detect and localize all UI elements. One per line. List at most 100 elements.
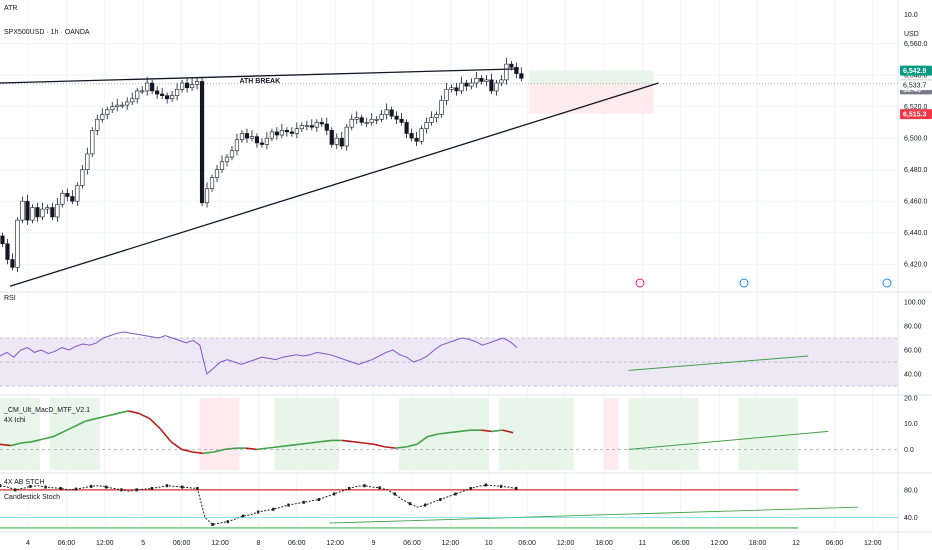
currency-label: USD bbox=[904, 31, 919, 38]
candle-body bbox=[209, 177, 215, 189]
candle-body bbox=[184, 82, 190, 89]
macd-segment bbox=[427, 433, 439, 438]
macd-segment bbox=[21, 440, 33, 444]
macd-bg-block bbox=[498, 398, 574, 470]
macd-segment bbox=[309, 440, 321, 444]
stoch-candle bbox=[423, 503, 427, 507]
candle-body bbox=[145, 82, 150, 92]
stoch-candle bbox=[256, 510, 260, 514]
candle-body bbox=[100, 114, 105, 120]
candle-body bbox=[165, 95, 170, 100]
candle-body bbox=[489, 79, 494, 92]
stoch-subtitle: Candlestick Stoch bbox=[4, 494, 60, 501]
stoch-candle bbox=[241, 514, 245, 518]
rsi-tick-label: 60.00 bbox=[904, 348, 922, 355]
price-trendline bbox=[9, 82, 659, 287]
time-tick-label: 8 bbox=[256, 540, 260, 547]
macd-segment bbox=[42, 435, 54, 440]
macd-segment bbox=[288, 443, 300, 447]
candle-body bbox=[484, 79, 489, 82]
time-tick-label: 18:00 bbox=[749, 540, 767, 547]
stoch-candle bbox=[13, 488, 17, 492]
time-tick-label: 12:00 bbox=[96, 540, 114, 547]
price-tick-label: 6,420.0 bbox=[904, 262, 927, 269]
candle-body bbox=[374, 118, 379, 121]
stoch-candle bbox=[408, 502, 412, 506]
time-tick-label: 12:00 bbox=[710, 540, 728, 547]
candle-body bbox=[70, 196, 75, 202]
candle-body bbox=[15, 219, 20, 268]
price-tag bbox=[900, 80, 932, 91]
macd-segment bbox=[352, 440, 364, 444]
macd-segment bbox=[31, 438, 43, 443]
candle-body bbox=[299, 125, 304, 130]
candle-body bbox=[509, 63, 514, 68]
stoch-candle bbox=[0, 484, 2, 488]
price-pane[interactable]: ATH BREAK bbox=[0, 57, 898, 288]
time-tick-label: 06:00 bbox=[672, 540, 690, 547]
candle-body bbox=[175, 89, 180, 96]
macd-segment bbox=[448, 430, 460, 434]
candle-body bbox=[204, 188, 210, 204]
candle-body bbox=[494, 82, 499, 92]
stoch-pane[interactable]: 4X AB STCH Candlestick Stoch bbox=[0, 479, 898, 529]
candle-body bbox=[369, 118, 374, 123]
stoch-candle bbox=[29, 484, 32, 488]
event-icon bbox=[635, 278, 645, 288]
candle-body bbox=[329, 130, 334, 145]
price-axis[interactable]: 6,420.0 6,440.0 6,460.0 6,480.0 6,500.0 6,520… bbox=[900, 12, 932, 522]
rsi-trendline bbox=[628, 355, 809, 371]
time-tick-label: 06:00 bbox=[173, 540, 191, 547]
macd-pane[interactable]: _CM_Ult_MacD_MTF_V2.1 4X Ichi bbox=[0, 398, 898, 470]
time-tick-label: 18:00 bbox=[595, 540, 613, 547]
top-label: ATR bbox=[4, 5, 17, 12]
macd-segment bbox=[128, 410, 140, 415]
candle-body bbox=[125, 101, 130, 106]
price-tick-label: 6,440.0 bbox=[904, 230, 927, 237]
candle-body bbox=[314, 122, 319, 128]
candle-body bbox=[414, 137, 419, 142]
candle-body bbox=[214, 169, 220, 178]
macd-segment bbox=[491, 429, 503, 433]
price-tag-label: 6,533.7 bbox=[903, 83, 926, 90]
rsi-tick-label: 40.00 bbox=[904, 372, 922, 379]
price-tag-label: 6,542.9 bbox=[903, 68, 926, 75]
rsi-pane[interactable]: RSI bbox=[0, 295, 898, 387]
candle-body bbox=[474, 78, 479, 84]
macd-segment bbox=[192, 451, 204, 455]
price-trendline bbox=[0, 68, 519, 84]
macd-segment bbox=[406, 443, 418, 448]
time-axis[interactable]: 4 06:00 12:00 5 06:00 12:00 8 06:00 12:00 9 06:00 1… bbox=[26, 540, 882, 547]
time-tick-label: 12:00 bbox=[326, 540, 344, 547]
stop-zone bbox=[528, 83, 654, 115]
macd-segment bbox=[277, 444, 289, 448]
candle-body bbox=[20, 200, 25, 221]
macd-tick-label: 20.0 bbox=[904, 396, 918, 403]
candle-body bbox=[75, 185, 80, 202]
candle-body bbox=[339, 137, 344, 147]
time-tick-label: 10 bbox=[485, 540, 493, 547]
time-tick-label: 12:00 bbox=[557, 540, 575, 547]
time-tick-label: 4 bbox=[26, 540, 30, 547]
macd-bg-block bbox=[199, 398, 240, 470]
candle-body bbox=[110, 106, 115, 111]
candle-body bbox=[0, 235, 5, 245]
stoch-candle bbox=[150, 486, 154, 490]
candle-body bbox=[194, 81, 200, 85]
candle-body bbox=[189, 84, 195, 89]
time-tick-label: 06:00 bbox=[58, 540, 76, 547]
stoch-candle bbox=[196, 486, 199, 490]
candle-body bbox=[269, 131, 274, 139]
candle-body bbox=[179, 82, 185, 90]
candle-body bbox=[389, 109, 394, 117]
time-tick-label: 12:00 bbox=[864, 540, 882, 547]
candle-body bbox=[95, 118, 100, 131]
candle-body bbox=[294, 128, 299, 134]
macd-segment bbox=[438, 431, 450, 435]
stoch-candle bbox=[515, 486, 518, 490]
candle-body bbox=[464, 82, 469, 87]
stoch-candle bbox=[44, 485, 47, 489]
rsi-tick-label: 80.00 bbox=[904, 324, 922, 331]
